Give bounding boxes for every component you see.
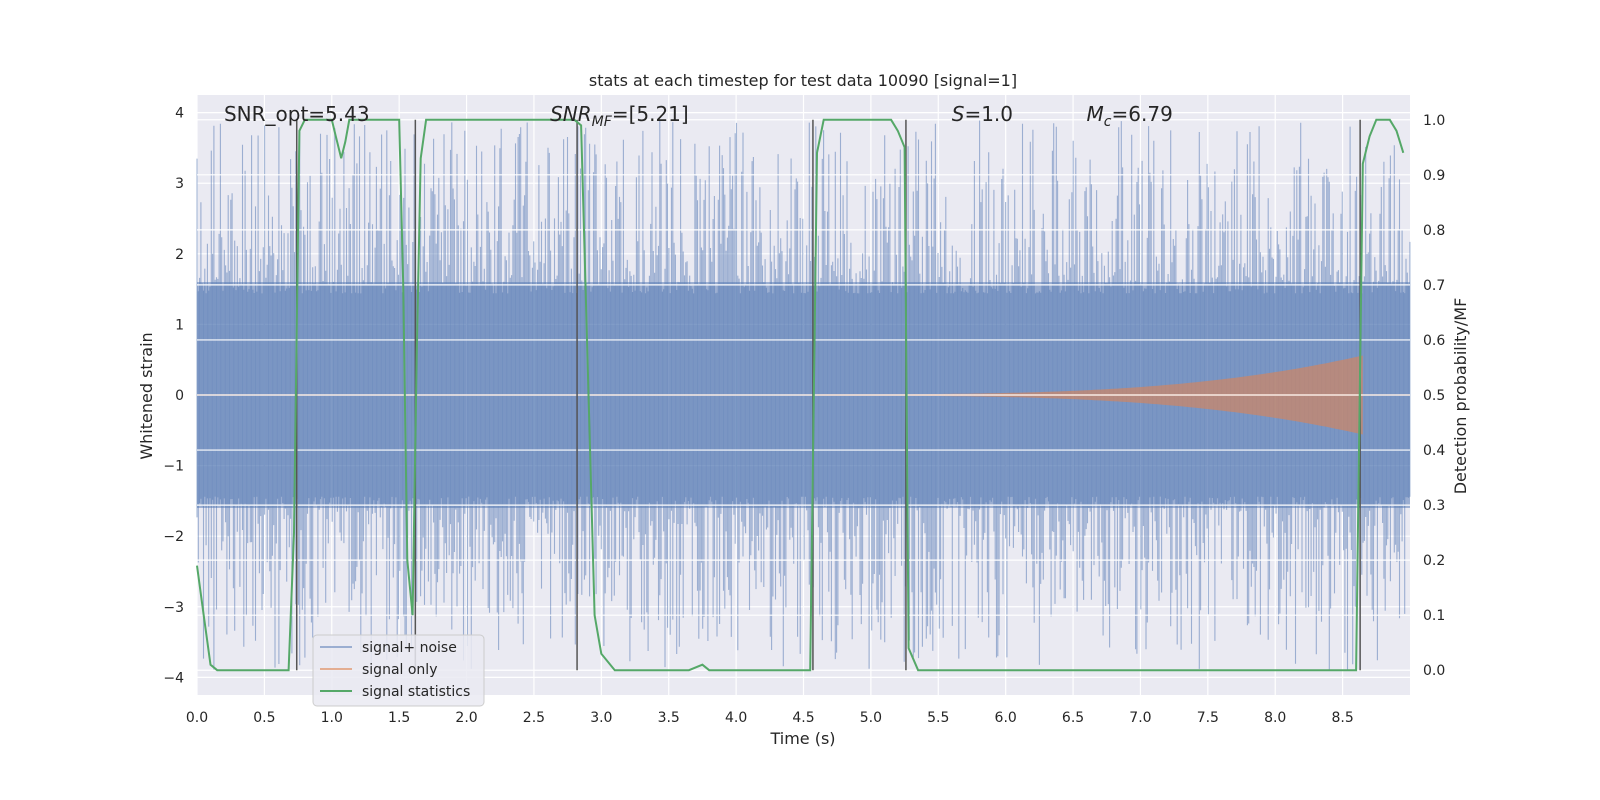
x-tick-label: 4.0 bbox=[725, 710, 747, 726]
x-tick-label: 8.5 bbox=[1331, 710, 1353, 726]
legend: signal+ noise signal only signal statist… bbox=[312, 634, 485, 707]
chart-title: stats at each timestep for test data 100… bbox=[589, 71, 1017, 90]
y-tick-label: −2 bbox=[163, 529, 184, 545]
annotation-text: Mc=6.79 bbox=[1087, 102, 1173, 130]
y2-tick-label: 0.7 bbox=[1423, 278, 1445, 294]
annotations: SNR_opt=5.43 SNRMF=[5.21] S=1.0 Mc=6.79 bbox=[224, 102, 1173, 130]
x-tick-labels: 0.0 0.5 1.0 1.5 2.0 2.5 3.0 3.5 4.0 4.5 5.0 5.5 6.0 6… bbox=[186, 710, 1354, 726]
y2-axis-label: Detection probability/MF bbox=[1451, 298, 1470, 495]
legend-label-statistics: signal statistics bbox=[362, 684, 470, 700]
y2-tick-label: 0.9 bbox=[1423, 168, 1445, 184]
y2-tick-label: 0.3 bbox=[1423, 498, 1445, 514]
y2-tick-label: 0.5 bbox=[1423, 388, 1445, 404]
y2-tick-label: 0.6 bbox=[1423, 333, 1445, 349]
x-tick-label: 3.0 bbox=[590, 710, 612, 726]
y-tick-label: −1 bbox=[163, 459, 184, 475]
x-tick-label: 0.5 bbox=[253, 710, 275, 726]
x-tick-label: 6.5 bbox=[1062, 710, 1084, 726]
y2-tick-label: 0.0 bbox=[1423, 663, 1445, 679]
y-axis-label: Whitened strain bbox=[137, 332, 156, 459]
x-tick-label: 5.5 bbox=[927, 710, 949, 726]
x-tick-label: 2.0 bbox=[455, 710, 477, 726]
x-tick-label: 5.0 bbox=[860, 710, 882, 726]
x-tick-label: 6.0 bbox=[995, 710, 1017, 726]
legend-label-noise: signal+ noise bbox=[362, 640, 457, 656]
signal-statistics-series bbox=[196, 118, 1405, 672]
x-tick-label: 2.5 bbox=[523, 710, 545, 726]
x-tick-label: 4.5 bbox=[792, 710, 814, 726]
x-tick-label: 3.5 bbox=[658, 710, 680, 726]
y2-tick-label: 0.4 bbox=[1423, 443, 1445, 459]
annotation-text: SNRMF=[5.21] bbox=[550, 102, 689, 130]
x-axis-label: Time (s) bbox=[769, 729, 835, 748]
annotation-text: SNR_opt=5.43 bbox=[224, 102, 370, 126]
y2-tick-label: 0.1 bbox=[1423, 608, 1445, 624]
y-tick-label: 3 bbox=[175, 176, 184, 192]
y2-tick-label: 0.2 bbox=[1423, 553, 1445, 569]
x-tick-label: 1.5 bbox=[388, 710, 410, 726]
annotation-text: S=1.0 bbox=[952, 102, 1013, 126]
x-tick-label: 0.0 bbox=[186, 710, 208, 726]
statistics-line bbox=[196, 118, 1405, 672]
x-tick-label: 7.5 bbox=[1197, 710, 1219, 726]
y2-tick-labels: 1.0 0.9 0.8 0.7 0.6 0.5 0.4 0.3 0.2 0.1 0.0 bbox=[1423, 113, 1445, 679]
x-tick-label: 8.0 bbox=[1264, 710, 1286, 726]
y-tick-label: 1 bbox=[175, 317, 184, 333]
y-tick-label: 2 bbox=[175, 247, 184, 263]
legend-label-signal: signal only bbox=[362, 662, 437, 678]
x-tick-label: 7.0 bbox=[1129, 710, 1151, 726]
y-tick-label: 4 bbox=[175, 106, 184, 122]
legend-box bbox=[312, 634, 485, 707]
y-tick-label: 0 bbox=[175, 388, 184, 404]
y-tick-labels: 4 3 2 1 0 −1 −2 −3 −4 bbox=[163, 106, 184, 687]
y2-tick-label: 1.0 bbox=[1423, 113, 1445, 129]
x-tick-label: 1.0 bbox=[321, 710, 343, 726]
y-tick-label: −3 bbox=[163, 600, 184, 616]
y-tick-label: −4 bbox=[163, 670, 184, 686]
y2-tick-label: 0.8 bbox=[1423, 223, 1445, 239]
